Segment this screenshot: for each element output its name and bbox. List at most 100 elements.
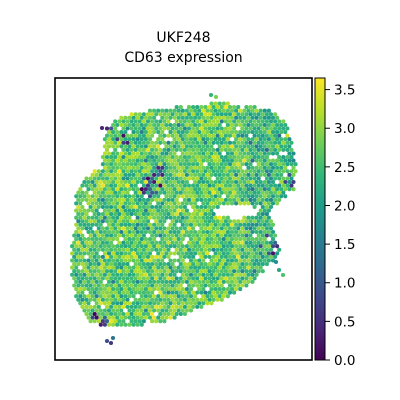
expression-spot — [205, 230, 209, 234]
expression-spot — [93, 291, 97, 295]
expression-spot — [205, 159, 209, 163]
expression-spot — [261, 233, 265, 237]
expression-spot — [103, 308, 107, 312]
expression-spot — [220, 126, 224, 130]
expression-spot — [242, 237, 246, 241]
expression-spot — [203, 291, 207, 295]
expression-spot — [140, 201, 144, 205]
expression-spot — [113, 291, 117, 295]
expression-spot — [111, 323, 115, 327]
expression-spot — [115, 166, 119, 170]
expression-spot — [93, 233, 97, 237]
expression-spot — [226, 102, 230, 106]
expression-spot — [242, 173, 246, 177]
expression-spot — [175, 184, 179, 188]
expression-spot — [191, 105, 195, 109]
expression-spot — [183, 134, 187, 138]
expression-spot — [127, 258, 131, 262]
expression-spot — [291, 166, 295, 170]
expression-spot — [86, 301, 90, 305]
expression-spot — [201, 301, 205, 305]
expression-spot — [209, 216, 213, 220]
expression-spot — [111, 301, 115, 305]
expression-spot — [154, 219, 158, 223]
expression-spot — [123, 123, 127, 127]
expression-spot — [72, 262, 76, 266]
expression-spot — [263, 144, 267, 148]
expression-spot — [197, 280, 201, 284]
expression-spot — [132, 209, 136, 213]
expression-spot — [218, 244, 222, 248]
expression-spot — [138, 305, 142, 309]
expression-spot — [181, 116, 185, 120]
expression-spot — [119, 230, 123, 234]
expression-spot — [158, 198, 162, 202]
expression-spot — [261, 148, 265, 152]
expression-spot — [240, 248, 244, 252]
expression-spot — [212, 205, 216, 209]
expression-spot — [195, 205, 199, 209]
expression-spot — [181, 144, 185, 148]
expression-spot — [101, 198, 105, 202]
expression-spot — [187, 105, 191, 109]
expression-spot — [127, 144, 131, 148]
expression-spot — [275, 130, 279, 134]
expression-spot — [109, 134, 113, 138]
expression-spot — [162, 134, 166, 138]
expression-spot — [125, 269, 129, 273]
expression-spot — [173, 159, 177, 163]
expression-spot — [197, 144, 201, 148]
expression-spot — [291, 180, 295, 184]
expression-spot — [103, 258, 107, 262]
expression-spot — [152, 187, 156, 191]
expression-spot — [181, 123, 185, 127]
expression-spot — [177, 159, 181, 163]
expression-spot — [224, 262, 228, 266]
expression-spot — [171, 241, 175, 245]
expression-spot — [201, 216, 205, 220]
expression-spot — [158, 126, 162, 130]
expression-spot — [240, 219, 244, 223]
expression-spot — [277, 126, 281, 130]
expression-spot — [189, 294, 193, 298]
expression-spot — [234, 273, 238, 277]
expression-spot — [150, 276, 154, 280]
expression-spot — [228, 191, 232, 195]
expression-spot — [222, 116, 226, 120]
expression-spot — [154, 169, 158, 173]
expression-spot — [248, 226, 252, 230]
expression-spot — [265, 176, 269, 180]
expression-spot — [250, 137, 254, 141]
expression-spot — [142, 155, 146, 159]
expression-spot — [267, 244, 271, 248]
expression-spot — [97, 226, 101, 230]
expression-spot — [191, 269, 195, 273]
expression-spot — [187, 184, 191, 188]
expression-spot — [212, 155, 216, 159]
expression-spot — [99, 201, 103, 205]
expression-spot — [185, 130, 189, 134]
expression-spot — [121, 319, 125, 323]
expression-spot — [134, 241, 138, 245]
expression-spot — [105, 298, 109, 302]
expression-spot — [156, 258, 160, 262]
expression-spot — [107, 159, 111, 163]
expression-spot — [93, 205, 97, 209]
expression-spot — [226, 151, 230, 155]
expression-spot — [123, 201, 127, 205]
expression-spot — [115, 287, 119, 291]
expression-spot — [199, 105, 203, 109]
expression-spot — [179, 169, 183, 173]
expression-spot — [191, 305, 195, 309]
expression-spot — [123, 130, 127, 134]
expression-spot — [154, 184, 158, 188]
expression-spot — [89, 226, 93, 230]
expression-spot — [148, 308, 152, 312]
expression-spot — [187, 298, 191, 302]
expression-spot — [140, 187, 144, 191]
expression-spot — [220, 176, 224, 180]
expression-spot — [166, 126, 170, 130]
expression-spot — [177, 201, 181, 205]
expression-spot — [127, 187, 131, 191]
expression-spot — [111, 308, 115, 312]
